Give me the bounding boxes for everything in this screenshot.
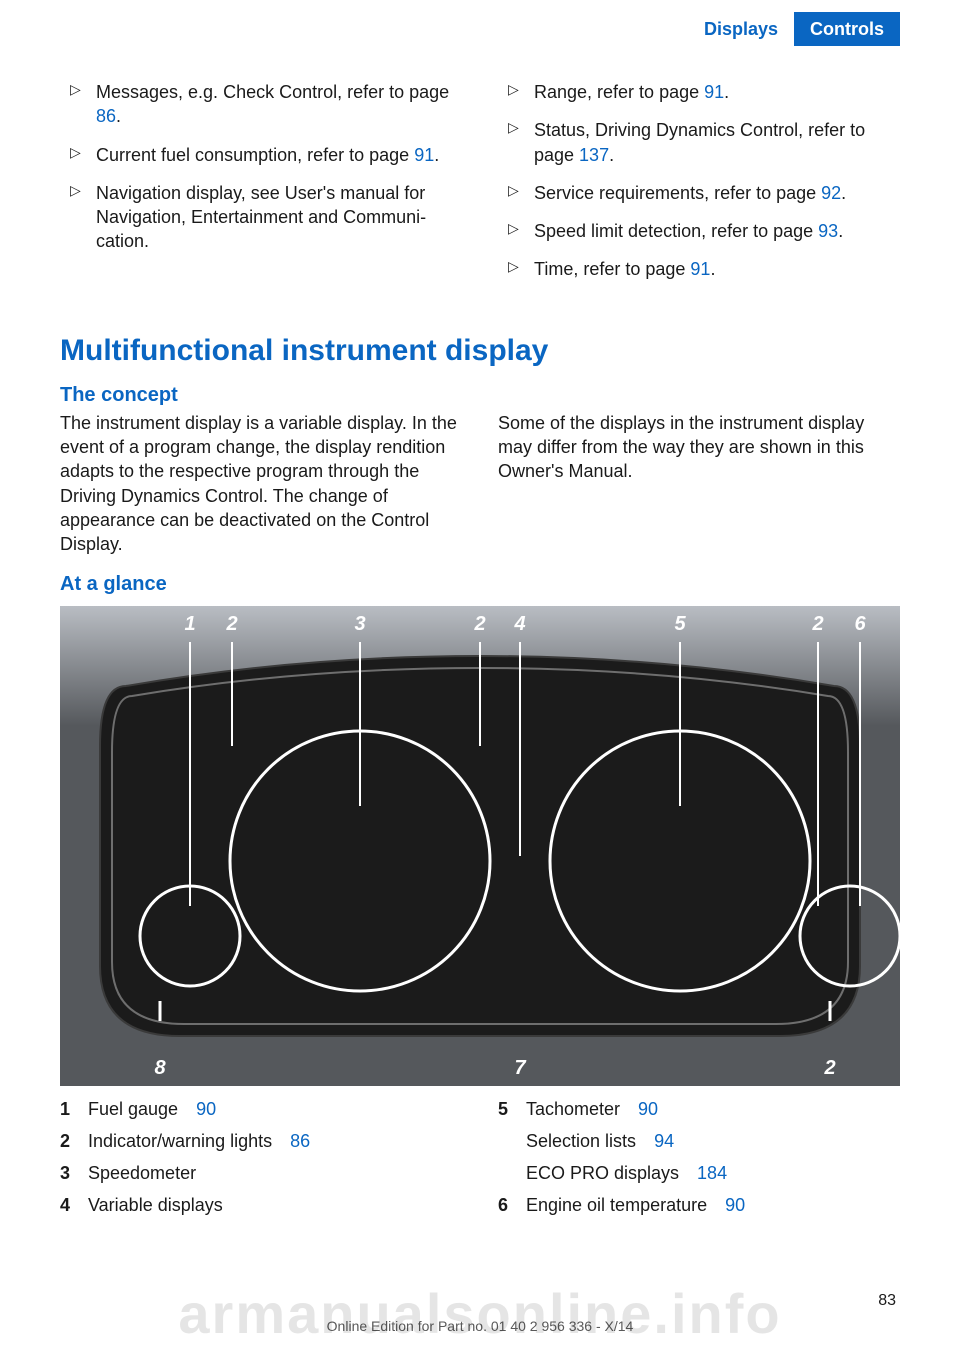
top-bullets: Messages, e.g. Check Control, refer to p… xyxy=(60,80,900,296)
svg-text:4: 4 xyxy=(513,613,525,635)
legend-row: 2Indicator/warning lights 86 xyxy=(60,1128,462,1154)
bullet-item: Speed limit detection, refer to page 93. xyxy=(498,219,900,243)
legend-row: 3Speedometer xyxy=(60,1160,462,1186)
glance-heading: At a glance xyxy=(60,573,900,596)
tab-displays[interactable]: Displays xyxy=(688,12,794,46)
legend: 1Fuel gauge 90 2Indicator/warning lights … xyxy=(60,1096,900,1224)
svg-text:3: 3 xyxy=(354,613,365,635)
legend-row: Selection lists 94 xyxy=(498,1128,900,1154)
section-title: Multifunctional instrument display xyxy=(60,334,900,368)
page-ref[interactable]: 91 xyxy=(690,259,710,279)
page-ref[interactable]: 90 xyxy=(725,1195,745,1215)
page-ref[interactable]: 184 xyxy=(697,1163,727,1183)
svg-text:2: 2 xyxy=(225,613,237,635)
bullet-item: Service requirements, refer to page 92. xyxy=(498,181,900,205)
page-ref[interactable]: 137 xyxy=(579,145,609,165)
instrument-svg: 1 2 3 2 4 5 2 6 8 7 2 xyxy=(60,606,900,1086)
page-ref[interactable]: 92 xyxy=(821,183,841,203)
page-ref[interactable]: 90 xyxy=(196,1099,216,1119)
bullet-item: Messages, e.g. Check Control, refer to p… xyxy=(60,80,462,129)
svg-text:6: 6 xyxy=(854,613,866,635)
header-tabs: Displays Controls xyxy=(60,0,900,46)
tab-controls[interactable]: Controls xyxy=(794,12,900,46)
bullet-item: Status, Driving Dynamics Control, refer … xyxy=(498,118,900,167)
legend-row: 5Tachometer 90 xyxy=(498,1096,900,1122)
legend-row: ECO PRO displays 184 xyxy=(498,1160,900,1186)
legend-row: 1Fuel gauge 90 xyxy=(60,1096,462,1122)
page-ref[interactable]: 86 xyxy=(96,106,116,126)
legend-row: 6Engine oil temperature 90 xyxy=(498,1192,900,1218)
svg-text:7: 7 xyxy=(514,1057,526,1079)
svg-text:2: 2 xyxy=(811,613,823,635)
footer-line: Online Edition for Part no. 01 40 2 956 … xyxy=(0,1318,960,1334)
svg-text:2: 2 xyxy=(473,613,485,635)
svg-text:1: 1 xyxy=(184,613,195,635)
bullet-item: Time, refer to page 91. xyxy=(498,257,900,281)
concept-text-left: The instrument display is a variable dis… xyxy=(60,411,462,557)
bullet-item: Range, refer to page 91. xyxy=(498,80,900,104)
legend-row: 4Variable displays xyxy=(60,1192,462,1218)
page-number: 83 xyxy=(878,1292,896,1310)
bullet-item: Navigation display, see User's manual fo… xyxy=(60,181,462,254)
concept-heading: The concept xyxy=(60,384,900,407)
concept-text-right: Some of the displays in the instrument d… xyxy=(498,411,900,484)
bullet-item: Current fuel consumption, refer to page … xyxy=(60,143,462,167)
svg-text:8: 8 xyxy=(154,1057,166,1079)
page-ref[interactable]: 91 xyxy=(704,82,724,102)
svg-text:5: 5 xyxy=(674,613,686,635)
page-ref[interactable]: 93 xyxy=(818,221,838,241)
instrument-diagram: 1 2 3 2 4 5 2 6 8 7 2 xyxy=(60,606,900,1086)
page-ref[interactable]: 86 xyxy=(290,1131,310,1151)
page-ref[interactable]: 91 xyxy=(414,145,434,165)
watermark: armanualsonline.info xyxy=(0,1281,960,1346)
svg-text:2: 2 xyxy=(823,1057,835,1079)
page-ref[interactable]: 90 xyxy=(638,1099,658,1119)
page-ref[interactable]: 94 xyxy=(654,1131,674,1151)
